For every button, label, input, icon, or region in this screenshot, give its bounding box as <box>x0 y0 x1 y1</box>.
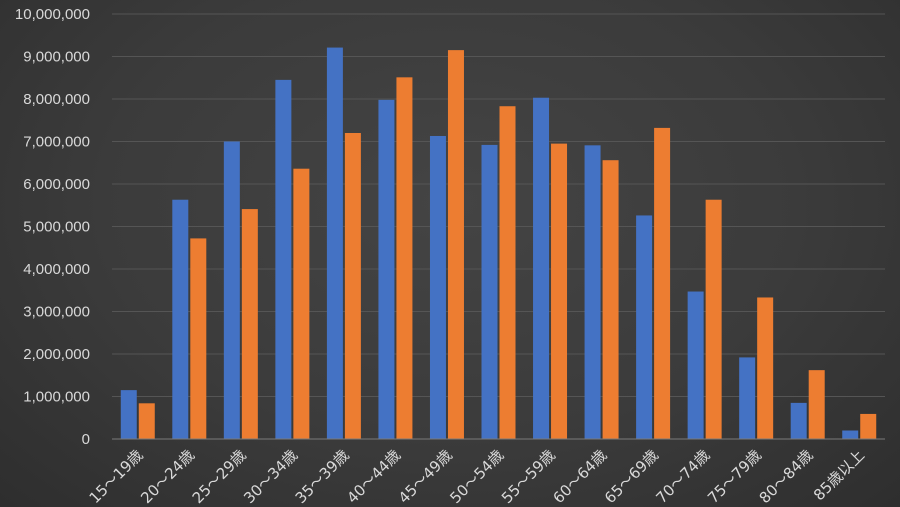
y-tick-label: 5,000,000 <box>23 219 90 236</box>
bar-series-1-12 <box>739 357 756 439</box>
x-axis: 15～19歳20～24歳25～29歳30～34歳35～39歳40～44歳45～4… <box>86 438 885 507</box>
bar-series-1-9 <box>584 145 601 439</box>
x-tick-label: 65～69歳 <box>601 446 662 507</box>
bar-series-2-7 <box>499 106 516 439</box>
y-tick-label: 7,000,000 <box>23 134 90 151</box>
x-tick-label: 35～39歳 <box>292 446 353 507</box>
bar-series-1-8 <box>533 97 550 439</box>
bar-series-1-1 <box>172 199 189 439</box>
bar-series-1-0 <box>120 390 137 439</box>
gridlines <box>112 13 885 397</box>
bar-series-1-2 <box>223 141 240 439</box>
bar-series-2-8 <box>551 143 568 439</box>
bar-series-2-2 <box>241 209 258 439</box>
bar-series-1-13 <box>790 402 807 439</box>
bars <box>120 47 877 440</box>
y-tick-label: 4,000,000 <box>23 261 90 278</box>
bar-series-1-11 <box>687 291 704 439</box>
bar-series-2-6 <box>447 50 464 439</box>
y-tick-label: 10,000,000 <box>15 6 90 23</box>
x-tick-label: 20～24歳 <box>137 446 198 507</box>
x-tick-label: 30～34歳 <box>240 446 301 507</box>
bar-series-2-1 <box>190 238 207 439</box>
y-tick-label: 1,000,000 <box>23 389 90 406</box>
x-tick-label: 40～44歳 <box>343 446 404 507</box>
bar-series-2-14 <box>860 413 877 439</box>
x-tick-label: 45～49歳 <box>395 446 456 507</box>
bar-series-1-7 <box>481 144 498 439</box>
bar-series-2-9 <box>602 160 619 439</box>
y-tick-label: 3,000,000 <box>23 304 90 321</box>
x-tick-label: 50～54歳 <box>446 446 507 507</box>
x-tick-label: 60～64歳 <box>549 446 610 507</box>
bar-series-1-5 <box>378 99 395 439</box>
x-tick-label: 85歳以上 <box>810 446 868 504</box>
bar-series-1-14 <box>842 430 859 439</box>
y-tick-label: 8,000,000 <box>23 91 90 108</box>
bar-series-1-10 <box>636 215 653 439</box>
y-tick-label: 0 <box>82 431 90 448</box>
bar-series-1-3 <box>275 79 292 439</box>
x-tick-label: 80～84歳 <box>756 446 817 507</box>
x-tick-label: 15～19歳 <box>86 446 147 507</box>
y-tick-label: 9,000,000 <box>23 49 90 66</box>
bar-series-2-0 <box>138 403 155 439</box>
bar-series-2-4 <box>344 133 361 439</box>
bar-series-2-12 <box>757 297 774 439</box>
y-tick-label: 2,000,000 <box>23 346 90 363</box>
x-tick-label: 75～79歳 <box>704 446 765 507</box>
bar-series-2-3 <box>293 168 310 439</box>
bar-series-1-4 <box>326 47 343 439</box>
y-axis: 0 1,000,000 2,000,000 3,000,000 4,000,000 5,0… <box>15 6 90 448</box>
x-tick-label: 25～29歳 <box>189 446 250 507</box>
bar-series-2-13 <box>808 370 825 439</box>
bar-series-2-5 <box>396 77 413 439</box>
x-tick-label: 70～74歳 <box>653 446 714 507</box>
x-tick-label: 55～59歳 <box>498 446 559 507</box>
y-tick-label: 6,000,000 <box>23 176 90 193</box>
bar-series-2-11 <box>705 199 722 439</box>
bar-series-2-10 <box>654 127 671 440</box>
bar-series-1-6 <box>429 135 446 439</box>
